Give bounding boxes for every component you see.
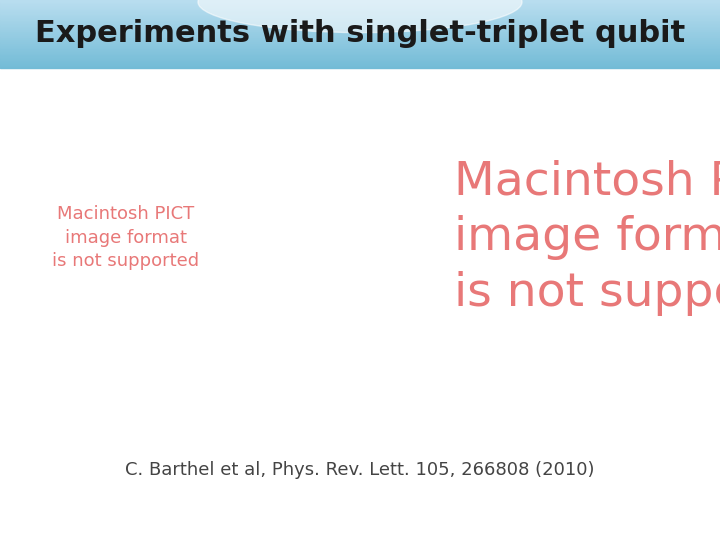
Bar <box>0 58 720 59</box>
Bar <box>0 4 720 5</box>
Bar <box>0 22 720 23</box>
Bar <box>0 40 720 41</box>
Bar <box>0 38 720 39</box>
Bar <box>0 64 720 65</box>
Bar <box>0 46 720 48</box>
Bar <box>0 66 720 67</box>
Bar <box>0 55 720 56</box>
Bar <box>0 29 720 30</box>
Bar <box>0 16 720 17</box>
Bar <box>0 56 720 57</box>
Bar <box>0 17 720 18</box>
Bar <box>0 28 720 29</box>
Bar <box>0 35 720 36</box>
Bar <box>0 10 720 11</box>
Bar <box>0 61 720 62</box>
Bar <box>0 11 720 12</box>
Bar <box>0 12 720 13</box>
Bar <box>0 6 720 7</box>
Bar <box>0 46 720 47</box>
Bar <box>0 34 720 35</box>
Bar <box>0 15 720 16</box>
Bar <box>0 27 720 28</box>
Bar <box>0 25 720 26</box>
Bar <box>0 39 720 40</box>
Bar <box>0 26 720 27</box>
Ellipse shape <box>198 0 522 32</box>
Bar <box>0 45 720 46</box>
Bar <box>0 60 720 61</box>
Bar <box>0 40 720 42</box>
Bar <box>0 7 720 8</box>
Bar <box>0 51 720 52</box>
Bar <box>0 42 720 43</box>
Bar <box>0 14 720 15</box>
Bar <box>0 21 720 22</box>
Bar <box>0 33 720 34</box>
Bar <box>0 49 720 50</box>
Bar <box>0 37 720 38</box>
Bar <box>0 30 720 31</box>
Bar <box>0 13 720 14</box>
Bar <box>0 36 720 37</box>
Bar <box>0 57 720 58</box>
Bar <box>0 19 720 21</box>
Bar <box>0 50 720 51</box>
Bar <box>0 18 720 19</box>
Text: Experiments with singlet-triplet qubit: Experiments with singlet-triplet qubit <box>35 19 685 49</box>
Bar <box>0 2 720 3</box>
Text: Macintosh PICT
image format
is not supported: Macintosh PICT image format is not suppo… <box>53 205 199 270</box>
Bar <box>0 3 720 4</box>
Bar <box>0 9 720 10</box>
Text: C. Barthel et al, Phys. Rev. Lett. 105, 266808 (2010): C. Barthel et al, Phys. Rev. Lett. 105, … <box>125 461 595 479</box>
Bar <box>0 43 720 44</box>
Bar <box>0 52 720 53</box>
Text: Macintosh PICT
image format
is not supported: Macintosh PICT image format is not suppo… <box>454 160 720 315</box>
Bar <box>0 1 720 2</box>
Bar <box>0 32 720 33</box>
Bar <box>0 62 720 63</box>
Bar <box>0 31 720 32</box>
Bar <box>0 53 720 55</box>
Bar <box>0 48 720 49</box>
Bar <box>0 44 720 45</box>
Bar <box>0 0 720 1</box>
Bar <box>0 24 720 25</box>
Bar <box>0 67 720 68</box>
Bar <box>0 5 720 6</box>
Bar <box>0 23 720 24</box>
Bar <box>0 63 720 64</box>
Bar <box>0 65 720 66</box>
Bar <box>0 59 720 60</box>
Bar <box>0 8 720 9</box>
